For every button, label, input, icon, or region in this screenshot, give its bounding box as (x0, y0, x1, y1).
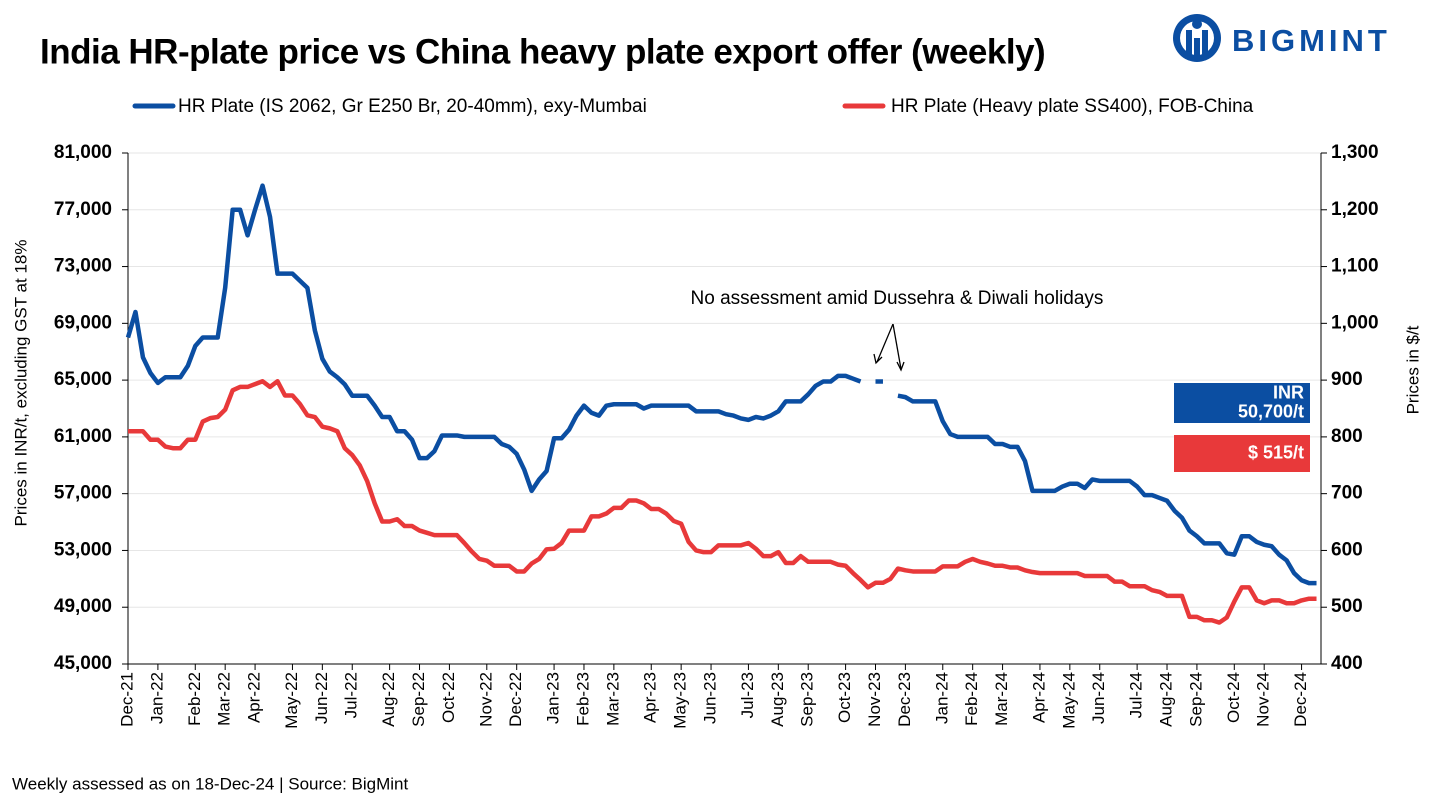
legend-label: HR Plate (Heavy plate SS400), FOB-China (891, 96, 1254, 117)
y2-tick-label: 1,100 (1331, 256, 1379, 277)
annotation: No assessment amid Dussehra & Diwali hol… (691, 288, 1104, 309)
y2-tick-label: 1,000 (1331, 312, 1379, 333)
y-tick-label: 45,000 (54, 653, 112, 674)
y-tick-label: 49,000 (54, 596, 112, 617)
series-line (128, 379, 1317, 625)
footnote: Weekly assessed as on 18-Dec-24 | Source… (12, 774, 409, 793)
x-tick-label: Nov-22 (476, 672, 495, 727)
x-tick-label: May-23 (671, 672, 690, 729)
x-tick-label: Mar-23 (603, 672, 622, 726)
y-tick-label: 65,000 (54, 369, 112, 390)
x-tick-label: Jul-22 (342, 672, 361, 718)
x-tick-label: Jul-24 (1127, 672, 1146, 718)
y-tick-label: 53,000 (54, 539, 112, 560)
y2-tick-label: 500 (1331, 596, 1363, 617)
callout-box (1174, 435, 1310, 472)
y-tick-label: 77,000 (54, 199, 112, 220)
x-tick-label: Aug-24 (1157, 672, 1176, 727)
y-tick-label: 57,000 (54, 483, 112, 504)
x-tick-label: Feb-23 (573, 672, 592, 726)
y-tick-label: 69,000 (54, 312, 112, 333)
x-tick-label: Apr-22 (245, 672, 264, 723)
annotation-arrows (873, 323, 905, 372)
logo-text: BIGMINT (1232, 23, 1391, 58)
x-tick-label: Jan-22 (147, 672, 166, 724)
x-tick-label: Mar-22 (215, 672, 234, 726)
x-tick-label: Oct-24 (1224, 672, 1243, 723)
y2-tick-label: 400 (1331, 653, 1363, 674)
x-tick-label: Jan-23 (544, 672, 563, 724)
x-tick-label: Jun-22 (312, 672, 331, 724)
x-tick-label: Feb-22 (185, 672, 204, 726)
y-tick-label: 61,000 (54, 426, 112, 447)
callout-label: INR (1273, 382, 1304, 402)
y2-tick-label: 800 (1331, 426, 1363, 447)
x-tick-label: Nov-24 (1254, 672, 1273, 727)
y2-tick-label: 1,200 (1331, 199, 1379, 220)
y2-tick-label: 600 (1331, 539, 1363, 560)
x-tick-label: Oct-22 (439, 672, 458, 723)
x-tick-label: Aug-23 (768, 672, 787, 727)
y-tick-label: 81,000 (54, 142, 112, 163)
callout-box (1174, 383, 1310, 423)
chart-title: India HR-plate price vs China heavy plat… (40, 32, 1045, 71)
x-tick-label: Nov-23 (865, 672, 884, 727)
y2-axis-title: Prices in $/t (1403, 325, 1422, 414)
grid (122, 152, 1327, 670)
x-tick-label: Sep-23 (798, 672, 817, 727)
x-tick-label: Oct-23 (835, 672, 854, 723)
y2-tick-label: 700 (1331, 483, 1363, 504)
x-tick-label: May-22 (282, 672, 301, 729)
x-tick-label: Dec-23 (895, 672, 914, 727)
x-tick-label: May-24 (1059, 672, 1078, 729)
y2-tick-label: 1,300 (1331, 142, 1379, 163)
callout-label: 50,700/t (1238, 401, 1304, 421)
x-tick-label: Apr-23 (641, 672, 660, 723)
plot (125, 183, 1317, 625)
y-axis-title: Prices in INR/t, excluding GST at 18% (11, 240, 30, 527)
x-tick-label: Apr-24 (1029, 672, 1048, 723)
x-tick-label: Dec-22 (506, 672, 525, 727)
series-line (125, 183, 1317, 586)
x-tick-label: Feb-24 (962, 672, 981, 726)
x-tick-label: Jul-23 (738, 672, 757, 718)
legend-label: HR Plate (IS 2062, Gr E250 Br, 20-40mm),… (178, 96, 647, 117)
x-tick-label: Sep-22 (409, 672, 428, 727)
x-tick-label: Dec-24 (1291, 672, 1310, 727)
x-tick-label: Jun-23 (701, 672, 720, 724)
y-tick-label: 73,000 (54, 256, 112, 277)
x-tick-label: Sep-24 (1186, 672, 1205, 727)
x-tick-label: Aug-22 (379, 672, 398, 727)
x-tick-label: Jun-24 (1089, 672, 1108, 724)
x-tick-label: Dec-21 (117, 672, 136, 727)
x-tick-label: Mar-24 (992, 672, 1011, 726)
callout-label: $ 515/t (1248, 442, 1304, 462)
y2-tick-label: 900 (1331, 369, 1363, 390)
x-tick-label: Jan-24 (932, 672, 951, 724)
logo-icon (1173, 14, 1221, 62)
